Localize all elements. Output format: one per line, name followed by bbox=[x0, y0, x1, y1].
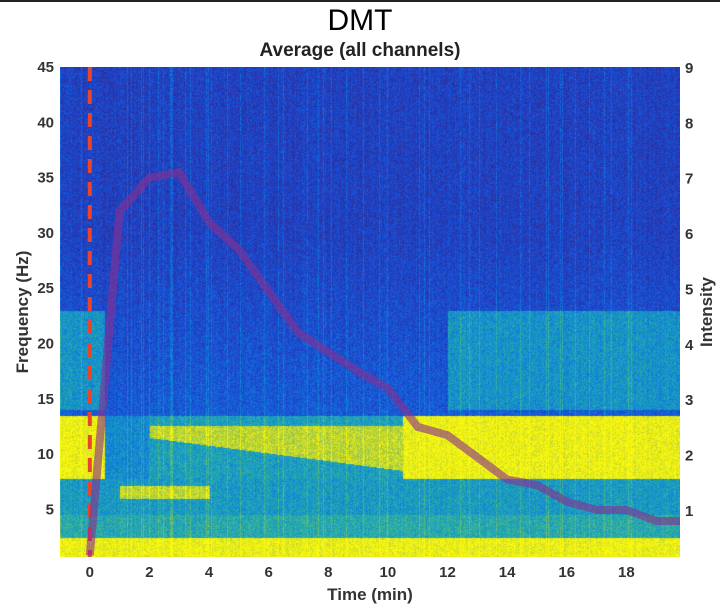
y2-tick-label: 9 bbox=[685, 60, 693, 77]
y2-tick-label: 7 bbox=[685, 171, 693, 188]
y-tick-label: 35 bbox=[37, 170, 54, 187]
x-tick-label: 10 bbox=[380, 564, 397, 581]
y-tick-label: 20 bbox=[37, 336, 54, 353]
y2-tick-label: 1 bbox=[685, 503, 693, 520]
y-tick-label: 10 bbox=[37, 446, 54, 463]
top-border bbox=[0, 0, 720, 2]
x-tick-label: 2 bbox=[145, 564, 153, 581]
y2-tick-label: 3 bbox=[685, 392, 693, 409]
y2-axis-label: Intensity bbox=[697, 277, 716, 347]
chart-subtitle: Average (all channels) bbox=[259, 40, 461, 61]
y2-tick-label: 5 bbox=[685, 281, 693, 298]
x-tick-label: 4 bbox=[205, 564, 214, 581]
y-tick-label: 40 bbox=[37, 114, 54, 131]
x-tick-label: 16 bbox=[558, 564, 575, 581]
y2-tick-label: 6 bbox=[685, 226, 693, 243]
x-axis-label: Time (min) bbox=[327, 585, 413, 604]
spectrogram-heatmap bbox=[60, 67, 680, 557]
intensity-line bbox=[85, 168, 680, 556]
y-tick-label: 25 bbox=[37, 280, 54, 297]
x-tick-label: 18 bbox=[618, 564, 635, 581]
y2-tick-label: 4 bbox=[685, 337, 694, 354]
chart-title: DMT bbox=[327, 4, 393, 37]
x-tick-label: 0 bbox=[86, 564, 94, 581]
y-tick-label: 15 bbox=[37, 391, 54, 408]
y2-tick-label: 2 bbox=[685, 448, 693, 465]
y-tick-label: 5 bbox=[46, 501, 54, 518]
x-tick-label: 12 bbox=[439, 564, 456, 581]
y-tick-label: 45 bbox=[37, 59, 54, 76]
x-tick-label: 6 bbox=[264, 564, 272, 581]
y2-tick-label: 8 bbox=[685, 115, 693, 132]
x-tick-label: 8 bbox=[324, 564, 332, 581]
y-axis-label: Frequency (Hz) bbox=[13, 251, 32, 374]
x-tick-label: 14 bbox=[499, 564, 516, 581]
y-tick-label: 30 bbox=[37, 225, 54, 242]
